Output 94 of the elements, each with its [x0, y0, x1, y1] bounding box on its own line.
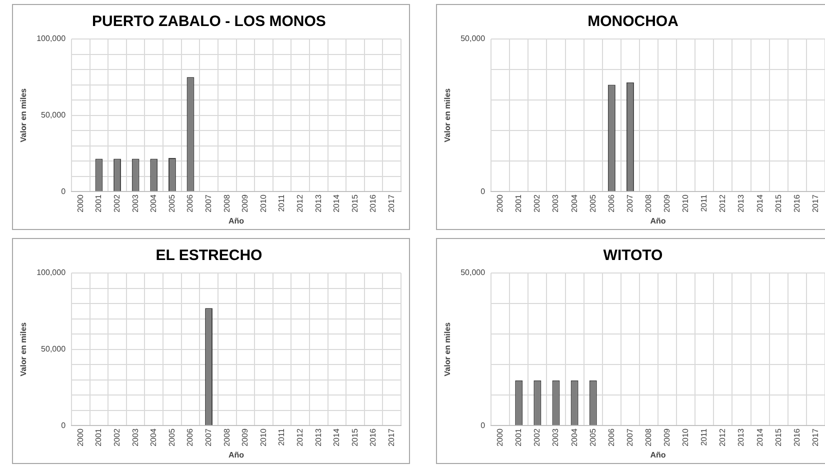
chart-title: WITOTO	[603, 247, 664, 264]
x-tick-label: 2007	[625, 428, 634, 446]
x-tick-label: 2013	[314, 428, 323, 446]
x-tick-label: 2002	[112, 194, 122, 212]
x-tick-label: 2010	[258, 194, 268, 212]
x-tick-label: 2006	[186, 428, 195, 446]
x-tick-label: 2012	[296, 194, 305, 212]
x-axis-title: Año	[228, 450, 244, 460]
x-tick-label: 2008	[644, 194, 653, 212]
x-tick-label: 2011	[700, 428, 709, 446]
chart-title: EL ESTRECHO	[156, 247, 263, 264]
y-axis-title: Valor en miles	[19, 88, 28, 142]
x-tick-label: 2016	[792, 428, 802, 446]
x-tick-label: 2006	[606, 428, 616, 446]
y-tick-label: 0	[61, 186, 66, 196]
x-axis-title: Año	[650, 450, 666, 460]
x-tick-label: 2001	[94, 194, 104, 212]
x-tick-label: 2002	[112, 428, 122, 446]
x-tick-label: 2017	[810, 194, 820, 212]
x-tick-label: 2013	[314, 194, 323, 212]
y-tick-label: 50,000	[460, 34, 486, 44]
x-tick-label: 2014	[332, 428, 342, 446]
x-tick-label: 2002	[532, 428, 542, 446]
x-tick-label: 2005	[167, 194, 176, 212]
chart-title: PUERTO ZABALO - LOS MONOS	[92, 13, 326, 30]
x-tick-label: 2014	[332, 194, 342, 212]
x-tick-label: 2012	[296, 428, 305, 446]
x-tick-label: 2004	[570, 428, 579, 446]
x-tick-label: 2004	[149, 194, 158, 212]
x-tick-label: 2000	[76, 194, 85, 212]
x-tick-label: 2016	[368, 428, 378, 446]
x-tick-label: 2001	[514, 428, 524, 446]
y-tick-label: 50,000	[41, 344, 66, 354]
x-tick-label: 2000	[496, 194, 505, 212]
x-tick-label: 2001	[94, 428, 104, 446]
x-tick-label: 2008	[222, 194, 232, 212]
y-axis-title: Valor en miles	[443, 88, 452, 142]
x-tick-label: 2012	[718, 428, 728, 446]
x-tick-label: 2007	[204, 428, 214, 446]
y-tick-label: 0	[480, 186, 486, 196]
y-tick-label: 100,000	[36, 34, 66, 44]
y-tick-label: 100,000	[36, 268, 66, 278]
x-tick-label: 2014	[755, 428, 764, 446]
y-tick-label: 0	[480, 420, 486, 430]
x-tick-label: 2014	[755, 194, 764, 212]
x-tick-label: 2010	[258, 428, 268, 446]
x-tick-label: 2004	[149, 428, 158, 446]
y-tick-label: 0	[61, 420, 66, 430]
x-tick-label: 2005	[167, 428, 176, 446]
x-tick-label: 2003	[551, 428, 560, 446]
x-tick-label: 2016	[792, 194, 802, 212]
x-tick-label: 2009	[240, 428, 250, 446]
x-tick-label: 2005	[588, 194, 598, 212]
x-tick-label: 2010	[681, 194, 690, 212]
x-axis-title: Año	[228, 216, 244, 226]
x-tick-label: 2015	[350, 194, 360, 212]
chart-title: MONOCHOA	[588, 13, 679, 30]
x-tick-label: 2005	[588, 428, 598, 446]
x-tick-label: 2017	[387, 194, 396, 212]
x-tick-label: 2011	[277, 194, 286, 212]
x-tick-label: 2013	[736, 428, 746, 446]
x-tick-label: 2002	[532, 194, 542, 212]
y-axis-title: Valor en miles	[19, 322, 28, 376]
x-tick-label: 2001	[514, 194, 524, 212]
y-axis-title: Valor en miles	[443, 322, 452, 376]
x-tick-label: 2012	[718, 194, 728, 212]
x-tick-label: 2009	[662, 428, 672, 446]
x-tick-label: 2000	[496, 428, 505, 446]
x-tick-label: 2008	[222, 428, 232, 446]
x-tick-label: 2000	[76, 428, 85, 446]
x-tick-label: 2009	[662, 194, 672, 212]
x-tick-label: 2008	[644, 428, 653, 446]
x-tick-label: 2006	[606, 194, 616, 212]
x-tick-label: 2016	[368, 194, 378, 212]
x-tick-label: 2009	[240, 194, 250, 212]
x-tick-label: 2015	[774, 428, 783, 446]
x-tick-label: 2010	[681, 428, 690, 446]
y-tick-label: 50,000	[41, 110, 66, 120]
x-tick-label: 2015	[774, 194, 783, 212]
x-tick-label: 2011	[277, 428, 286, 446]
x-tick-label: 2003	[130, 428, 140, 446]
x-axis-title: Año	[650, 216, 666, 226]
x-tick-label: 2003	[130, 194, 140, 212]
x-tick-label: 2006	[186, 194, 195, 212]
x-tick-label: 2003	[551, 194, 560, 212]
x-tick-label: 2011	[700, 194, 709, 212]
x-tick-label: 2017	[387, 428, 396, 446]
x-tick-label: 2007	[204, 194, 214, 212]
x-tick-label: 2004	[570, 194, 579, 212]
y-tick-label: 50,000	[460, 268, 486, 278]
x-tick-label: 2007	[625, 194, 634, 212]
x-tick-label: 2015	[350, 428, 360, 446]
x-tick-label: 2017	[810, 428, 820, 446]
x-tick-label: 2013	[736, 194, 746, 212]
